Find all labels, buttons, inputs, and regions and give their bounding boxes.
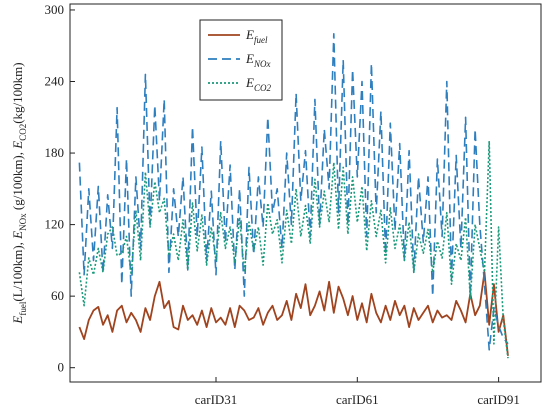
legend-box (199, 19, 283, 101)
legend-label-fuel: Efuel (245, 27, 268, 45)
y-tick-label: 300 (45, 2, 65, 17)
series-line-co2 (78, 140, 509, 359)
x-tick-label: carID61 (336, 392, 379, 407)
y-tick-label: 120 (45, 217, 65, 232)
y-tick-label: 180 (45, 145, 65, 160)
legend-label-co2: ECO2 (245, 75, 271, 93)
series-line-fuel (78, 271, 509, 356)
y-axis-title: Efuel(L/100km), ENOx (g/100km), ECO2(kg/… (10, 62, 28, 324)
series-line-nox (78, 32, 509, 351)
legend: Efuel ENOx ECO2 (199, 19, 283, 101)
x-tick-label: carID91 (477, 392, 520, 407)
y-axis: 0 60 120 180 240 300 (45, 2, 75, 375)
y-tick-label: 240 (45, 74, 65, 89)
y-tick-label: 0 (58, 360, 65, 375)
x-tick-label: carID31 (195, 392, 238, 407)
x-axis: carID31 carID61 carID91 (195, 377, 520, 407)
plot-frame (69, 3, 542, 383)
series-layer (78, 32, 509, 359)
y-tick-label: 60 (51, 288, 64, 303)
legend-label-nox: ENOx (245, 51, 270, 69)
